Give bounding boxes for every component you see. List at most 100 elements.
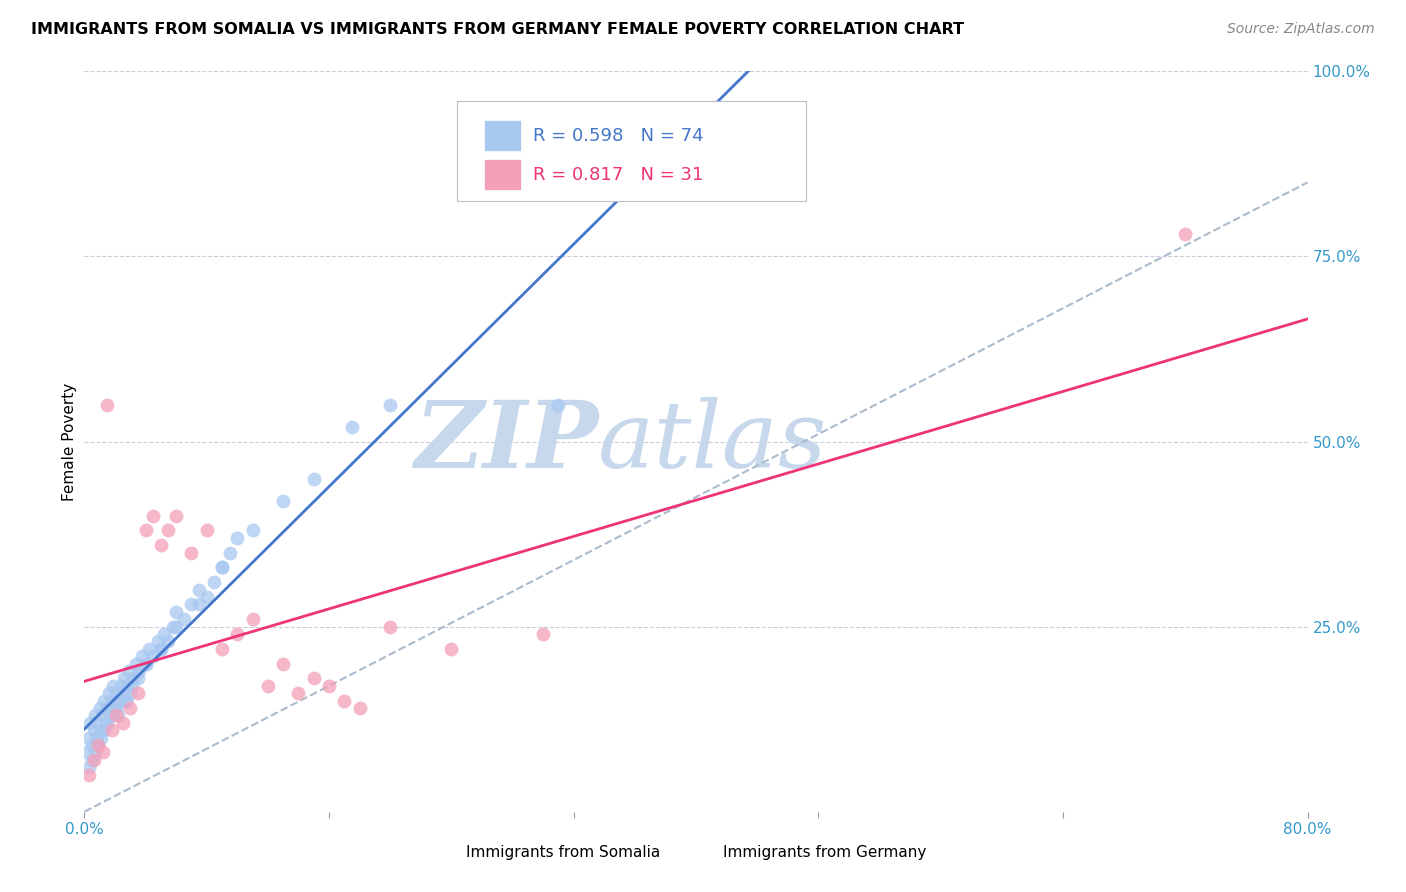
Point	[111, 686, 134, 700]
Point	[110, 686, 132, 700]
Point	[195, 590, 218, 604]
FancyBboxPatch shape	[457, 101, 806, 201]
Point	[120, 701, 142, 715]
Point	[242, 612, 264, 626]
Point	[547, 398, 569, 412]
Point	[271, 493, 294, 508]
Point	[110, 679, 132, 693]
Point	[188, 582, 211, 597]
Point	[89, 701, 111, 715]
Point	[287, 686, 309, 700]
Point	[226, 627, 249, 641]
Point	[211, 560, 233, 574]
Point	[340, 419, 363, 434]
Bar	[484, 120, 522, 151]
Point	[226, 531, 249, 545]
Point	[105, 701, 128, 715]
Point	[120, 686, 142, 700]
Point	[83, 723, 105, 738]
Bar	[433, 841, 460, 863]
Point	[149, 641, 172, 656]
Point	[87, 738, 110, 752]
Point	[195, 524, 218, 538]
Point	[93, 694, 115, 708]
Point	[380, 398, 402, 412]
Point	[165, 619, 187, 633]
Point	[91, 708, 114, 723]
Point	[211, 560, 233, 574]
Point	[135, 657, 157, 671]
Point	[135, 657, 157, 671]
Point	[128, 664, 150, 678]
Point	[165, 508, 187, 523]
Point	[257, 679, 280, 693]
Point	[118, 664, 141, 678]
Point	[114, 694, 136, 708]
Point	[101, 723, 124, 738]
Point	[180, 546, 202, 560]
Point	[97, 686, 120, 700]
Point	[84, 746, 107, 760]
Point	[111, 715, 134, 730]
Point	[77, 767, 100, 781]
Text: Immigrants from Somalia: Immigrants from Somalia	[465, 845, 661, 860]
Bar	[690, 841, 717, 863]
Point	[162, 619, 184, 633]
Text: IMMIGRANTS FROM SOMALIA VS IMMIGRANTS FROM GERMANY FEMALE POVERTY CORRELATION CH: IMMIGRANTS FROM SOMALIA VS IMMIGRANTS FR…	[31, 22, 965, 37]
Point	[87, 738, 110, 752]
Point	[107, 708, 129, 723]
Point	[105, 708, 128, 723]
Point	[93, 723, 115, 738]
Point	[157, 634, 180, 648]
Point	[173, 612, 195, 626]
Point	[103, 679, 125, 693]
Point	[349, 701, 371, 715]
Point	[114, 694, 136, 708]
Point	[80, 738, 103, 752]
Text: R = 0.817   N = 31: R = 0.817 N = 31	[533, 166, 703, 184]
Point	[149, 538, 172, 552]
Point	[302, 672, 325, 686]
Text: R = 0.598   N = 74: R = 0.598 N = 74	[533, 127, 704, 145]
Point	[242, 524, 264, 538]
Point	[104, 701, 127, 715]
Point	[121, 679, 143, 693]
Point	[127, 686, 149, 700]
Point	[90, 723, 112, 738]
Point	[302, 471, 325, 485]
Point	[135, 524, 157, 538]
Text: ZIP: ZIP	[413, 397, 598, 486]
Point	[87, 715, 110, 730]
Point	[131, 649, 153, 664]
Point	[86, 731, 108, 745]
Point	[115, 679, 138, 693]
Point	[142, 508, 165, 523]
Point	[108, 694, 131, 708]
Point	[202, 575, 225, 590]
Point	[112, 672, 135, 686]
Point	[127, 672, 149, 686]
Point	[157, 524, 180, 538]
Point	[188, 598, 211, 612]
Point	[333, 694, 356, 708]
Text: Source: ZipAtlas.com: Source: ZipAtlas.com	[1227, 22, 1375, 37]
Point	[153, 627, 176, 641]
Point	[90, 731, 112, 745]
Point	[149, 641, 172, 656]
Text: Immigrants from Germany: Immigrants from Germany	[723, 845, 927, 860]
Point	[83, 753, 105, 767]
Point	[96, 715, 118, 730]
Point	[180, 598, 202, 612]
Point	[80, 753, 103, 767]
Text: atlas: atlas	[598, 397, 828, 486]
Point	[1174, 227, 1197, 242]
Point	[96, 398, 118, 412]
Bar	[484, 160, 522, 190]
Point	[125, 657, 148, 671]
Point	[91, 746, 114, 760]
Point	[76, 746, 98, 760]
Point	[146, 634, 169, 648]
Point	[94, 715, 117, 730]
Point	[531, 627, 554, 641]
Point	[440, 641, 463, 656]
